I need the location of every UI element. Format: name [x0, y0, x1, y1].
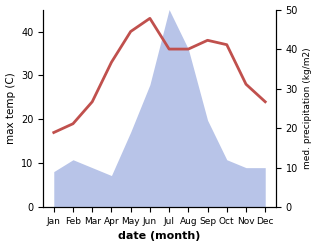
- X-axis label: date (month): date (month): [118, 231, 201, 242]
- Y-axis label: max temp (C): max temp (C): [5, 72, 16, 144]
- Y-axis label: med. precipitation (kg/m2): med. precipitation (kg/m2): [303, 48, 313, 169]
